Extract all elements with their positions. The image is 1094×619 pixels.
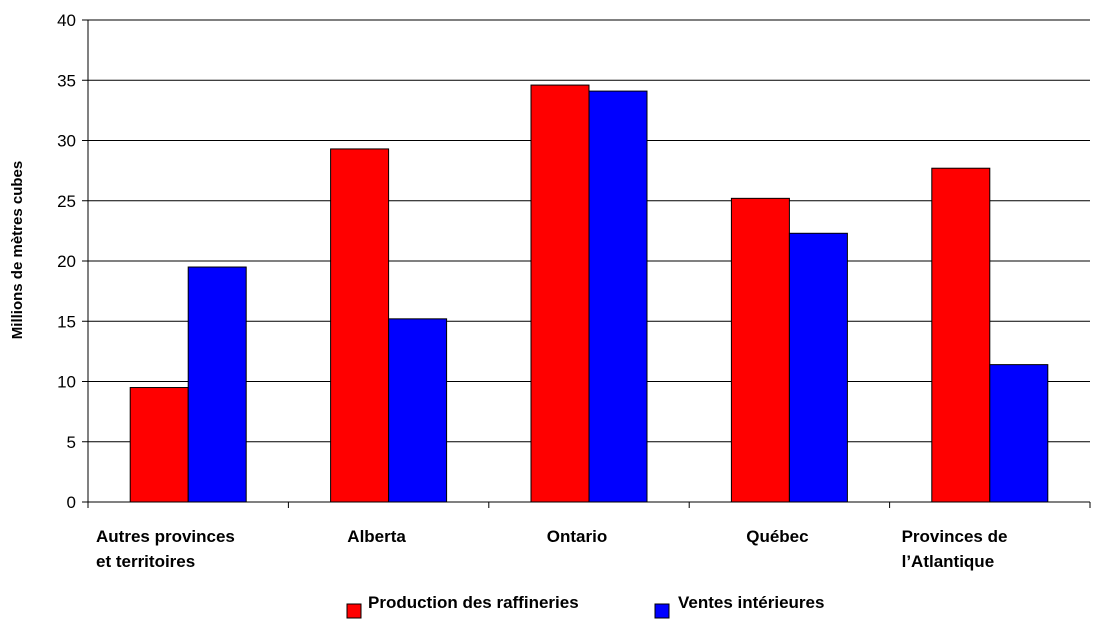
y-tick-label: 35 <box>57 71 76 90</box>
x-category-label: Ontario <box>547 527 607 546</box>
x-category-label: Autres provinces <box>96 527 235 546</box>
bar-ventes <box>588 90 648 503</box>
y-tick-label: 20 <box>57 252 76 271</box>
y-tick-label: 0 <box>67 493 76 512</box>
y-tick-label: 10 <box>57 373 76 392</box>
bar-ventes <box>388 318 448 503</box>
x-category-label: Alberta <box>347 527 406 546</box>
x-category-labels: Autres provinces et territoires Alberta Ont… <box>96 527 1007 571</box>
y-tick-label: 30 <box>57 132 76 151</box>
axes <box>82 19 1091 508</box>
y-tick-label: 5 <box>67 433 76 452</box>
bar-ventes <box>187 266 247 503</box>
y-tick-label: 15 <box>57 312 76 331</box>
y-tick-labels: 0 5 10 15 20 25 30 35 40 <box>57 11 76 512</box>
x-category-label: Provinces de <box>902 527 1008 546</box>
legend-swatch <box>654 603 670 619</box>
x-category-label: l’Atlantique <box>902 552 995 571</box>
bar-production <box>730 197 790 503</box>
y-tick-label: 25 <box>57 192 76 211</box>
y-axis-title: Millions de mètres cubes <box>9 161 26 339</box>
bar-production <box>129 387 189 503</box>
bar-production <box>530 84 590 503</box>
bars <box>129 84 1049 503</box>
bar-ventes <box>788 232 848 503</box>
legend-label: Production des raffineries <box>368 593 579 612</box>
x-category-label: Québec <box>746 527 808 546</box>
y-tick-label: 40 <box>57 11 76 30</box>
x-category-label: et territoires <box>96 552 195 571</box>
bar-production <box>330 148 390 503</box>
bar-ventes <box>989 364 1049 503</box>
bar-production <box>931 167 991 503</box>
legend-label: Ventes intérieures <box>678 593 824 612</box>
legend: Production des raffineries Ventes intérie… <box>346 593 824 619</box>
legend-swatch <box>346 603 362 619</box>
